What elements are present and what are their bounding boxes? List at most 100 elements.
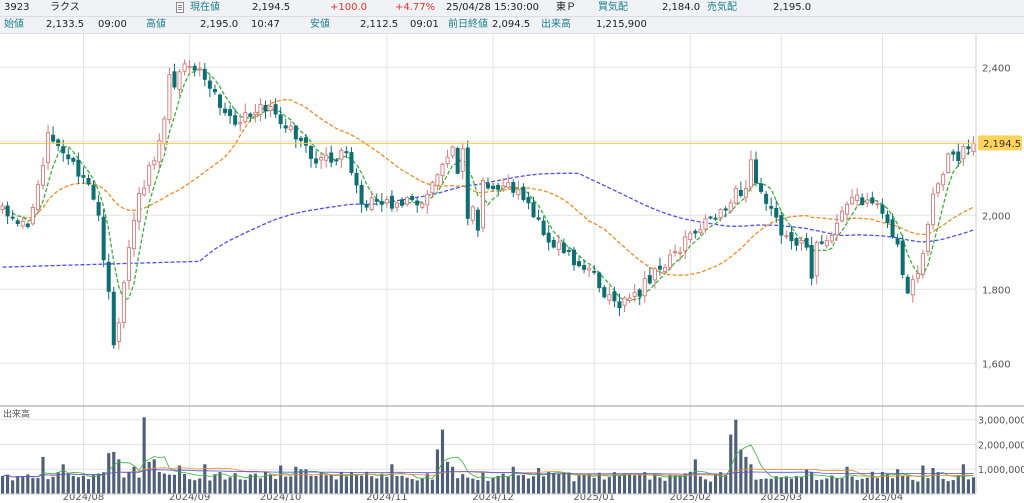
volume-bar	[815, 479, 819, 494]
candle-down	[217, 94, 222, 108]
volume-bar	[693, 459, 697, 494]
document-icon[interactable]	[176, 2, 184, 13]
volume-bar	[299, 469, 303, 494]
volume-bar	[612, 472, 616, 494]
candle-down	[111, 291, 116, 346]
date-tick-label: 2024/08	[63, 492, 105, 503]
candle-down	[364, 204, 369, 208]
candle-up	[506, 182, 511, 188]
ma-mid-line	[2, 99, 974, 276]
candle-down	[870, 197, 875, 204]
candle-up	[607, 294, 612, 301]
price-tick-label: 1,800	[982, 285, 1011, 296]
volume-bar	[537, 468, 541, 494]
volume-bar	[587, 473, 591, 494]
volume-bar	[597, 472, 601, 494]
candle-down	[541, 220, 546, 235]
chart-grid	[0, 34, 976, 494]
volume-bar	[496, 475, 500, 494]
volume-bar	[729, 434, 733, 494]
volume-bar	[289, 476, 293, 494]
candle-up	[470, 206, 475, 221]
volume-bar	[926, 478, 930, 494]
volume-bar	[193, 480, 197, 494]
candle-up	[152, 160, 157, 166]
volume-bar	[557, 473, 561, 494]
candle-up	[946, 153, 951, 174]
candle-down	[647, 275, 652, 284]
volume-bar	[253, 473, 257, 494]
candle-down	[951, 151, 956, 155]
candle-down	[496, 184, 501, 190]
candle-up	[936, 183, 941, 194]
price-tick-label: 1,600	[982, 359, 1011, 370]
candle-down	[571, 249, 576, 266]
candle-down	[880, 204, 885, 214]
volume-bar	[840, 478, 844, 494]
volume-ma-long-line	[2, 469, 974, 478]
candle-up	[678, 251, 683, 254]
candle-up	[46, 132, 51, 163]
volume-bar	[466, 477, 470, 494]
volume-bar	[147, 461, 151, 494]
candle-down	[531, 202, 536, 218]
candle-down	[298, 137, 303, 141]
candle-down	[344, 151, 349, 154]
volume-bar	[31, 478, 35, 494]
volume-tick-label: 3,000,000	[978, 416, 1024, 427]
volume-bar	[188, 479, 192, 494]
candle-up	[394, 202, 399, 208]
candle-up	[405, 197, 410, 205]
candle-up	[516, 189, 521, 196]
current-price-tag-text: 2,194.5	[983, 139, 1021, 150]
volume-bar	[471, 478, 475, 494]
volume-bar	[971, 477, 976, 494]
candle-down	[25, 223, 30, 227]
volume-bar	[653, 474, 657, 494]
candle-up	[622, 297, 627, 306]
candle-up	[187, 65, 192, 68]
price-change: +100.0	[330, 2, 368, 13]
volume-bar	[279, 465, 283, 494]
candle-up	[703, 218, 708, 230]
volume-bar	[26, 474, 30, 494]
candle-down	[657, 265, 662, 270]
volume-bar	[961, 464, 965, 494]
candle-down	[754, 159, 759, 184]
candle-down	[106, 261, 111, 292]
volume-bar	[405, 477, 409, 494]
stock-chart[interactable]: 1,6001,8002,0002,2002,4001,000,0002,000,…	[0, 34, 1024, 503]
date-tick-label: 2024/11	[366, 492, 408, 503]
volume-bar	[810, 472, 814, 494]
volume-bar	[678, 475, 682, 494]
candle-up	[162, 118, 167, 145]
candle-down	[248, 113, 253, 117]
candle-down	[723, 208, 728, 211]
volume-bar	[390, 464, 394, 494]
volume-bar	[445, 461, 450, 494]
volume-bar	[304, 469, 308, 494]
candle-up	[688, 232, 693, 241]
candle-down	[223, 108, 228, 114]
volume-bar	[162, 473, 166, 494]
candle-down	[10, 216, 15, 219]
candle-up	[197, 68, 202, 71]
candle-up	[30, 207, 35, 225]
candle-down	[536, 217, 541, 220]
candle-down	[602, 287, 607, 298]
volume-bar	[916, 481, 920, 494]
candle-down	[293, 125, 298, 140]
candle-up	[137, 192, 142, 222]
volume-bar	[395, 476, 399, 494]
volume-bar	[794, 476, 799, 494]
volume-bar	[248, 474, 252, 494]
candlestick-series	[0, 59, 976, 350]
candle-down	[511, 182, 516, 193]
volume-bar	[805, 469, 809, 494]
candle-down	[5, 205, 10, 217]
volume-bar	[152, 459, 156, 494]
volume-bar	[531, 476, 536, 494]
volume-bar	[602, 479, 606, 494]
volume-bar	[759, 478, 763, 494]
candle-up	[910, 279, 915, 296]
